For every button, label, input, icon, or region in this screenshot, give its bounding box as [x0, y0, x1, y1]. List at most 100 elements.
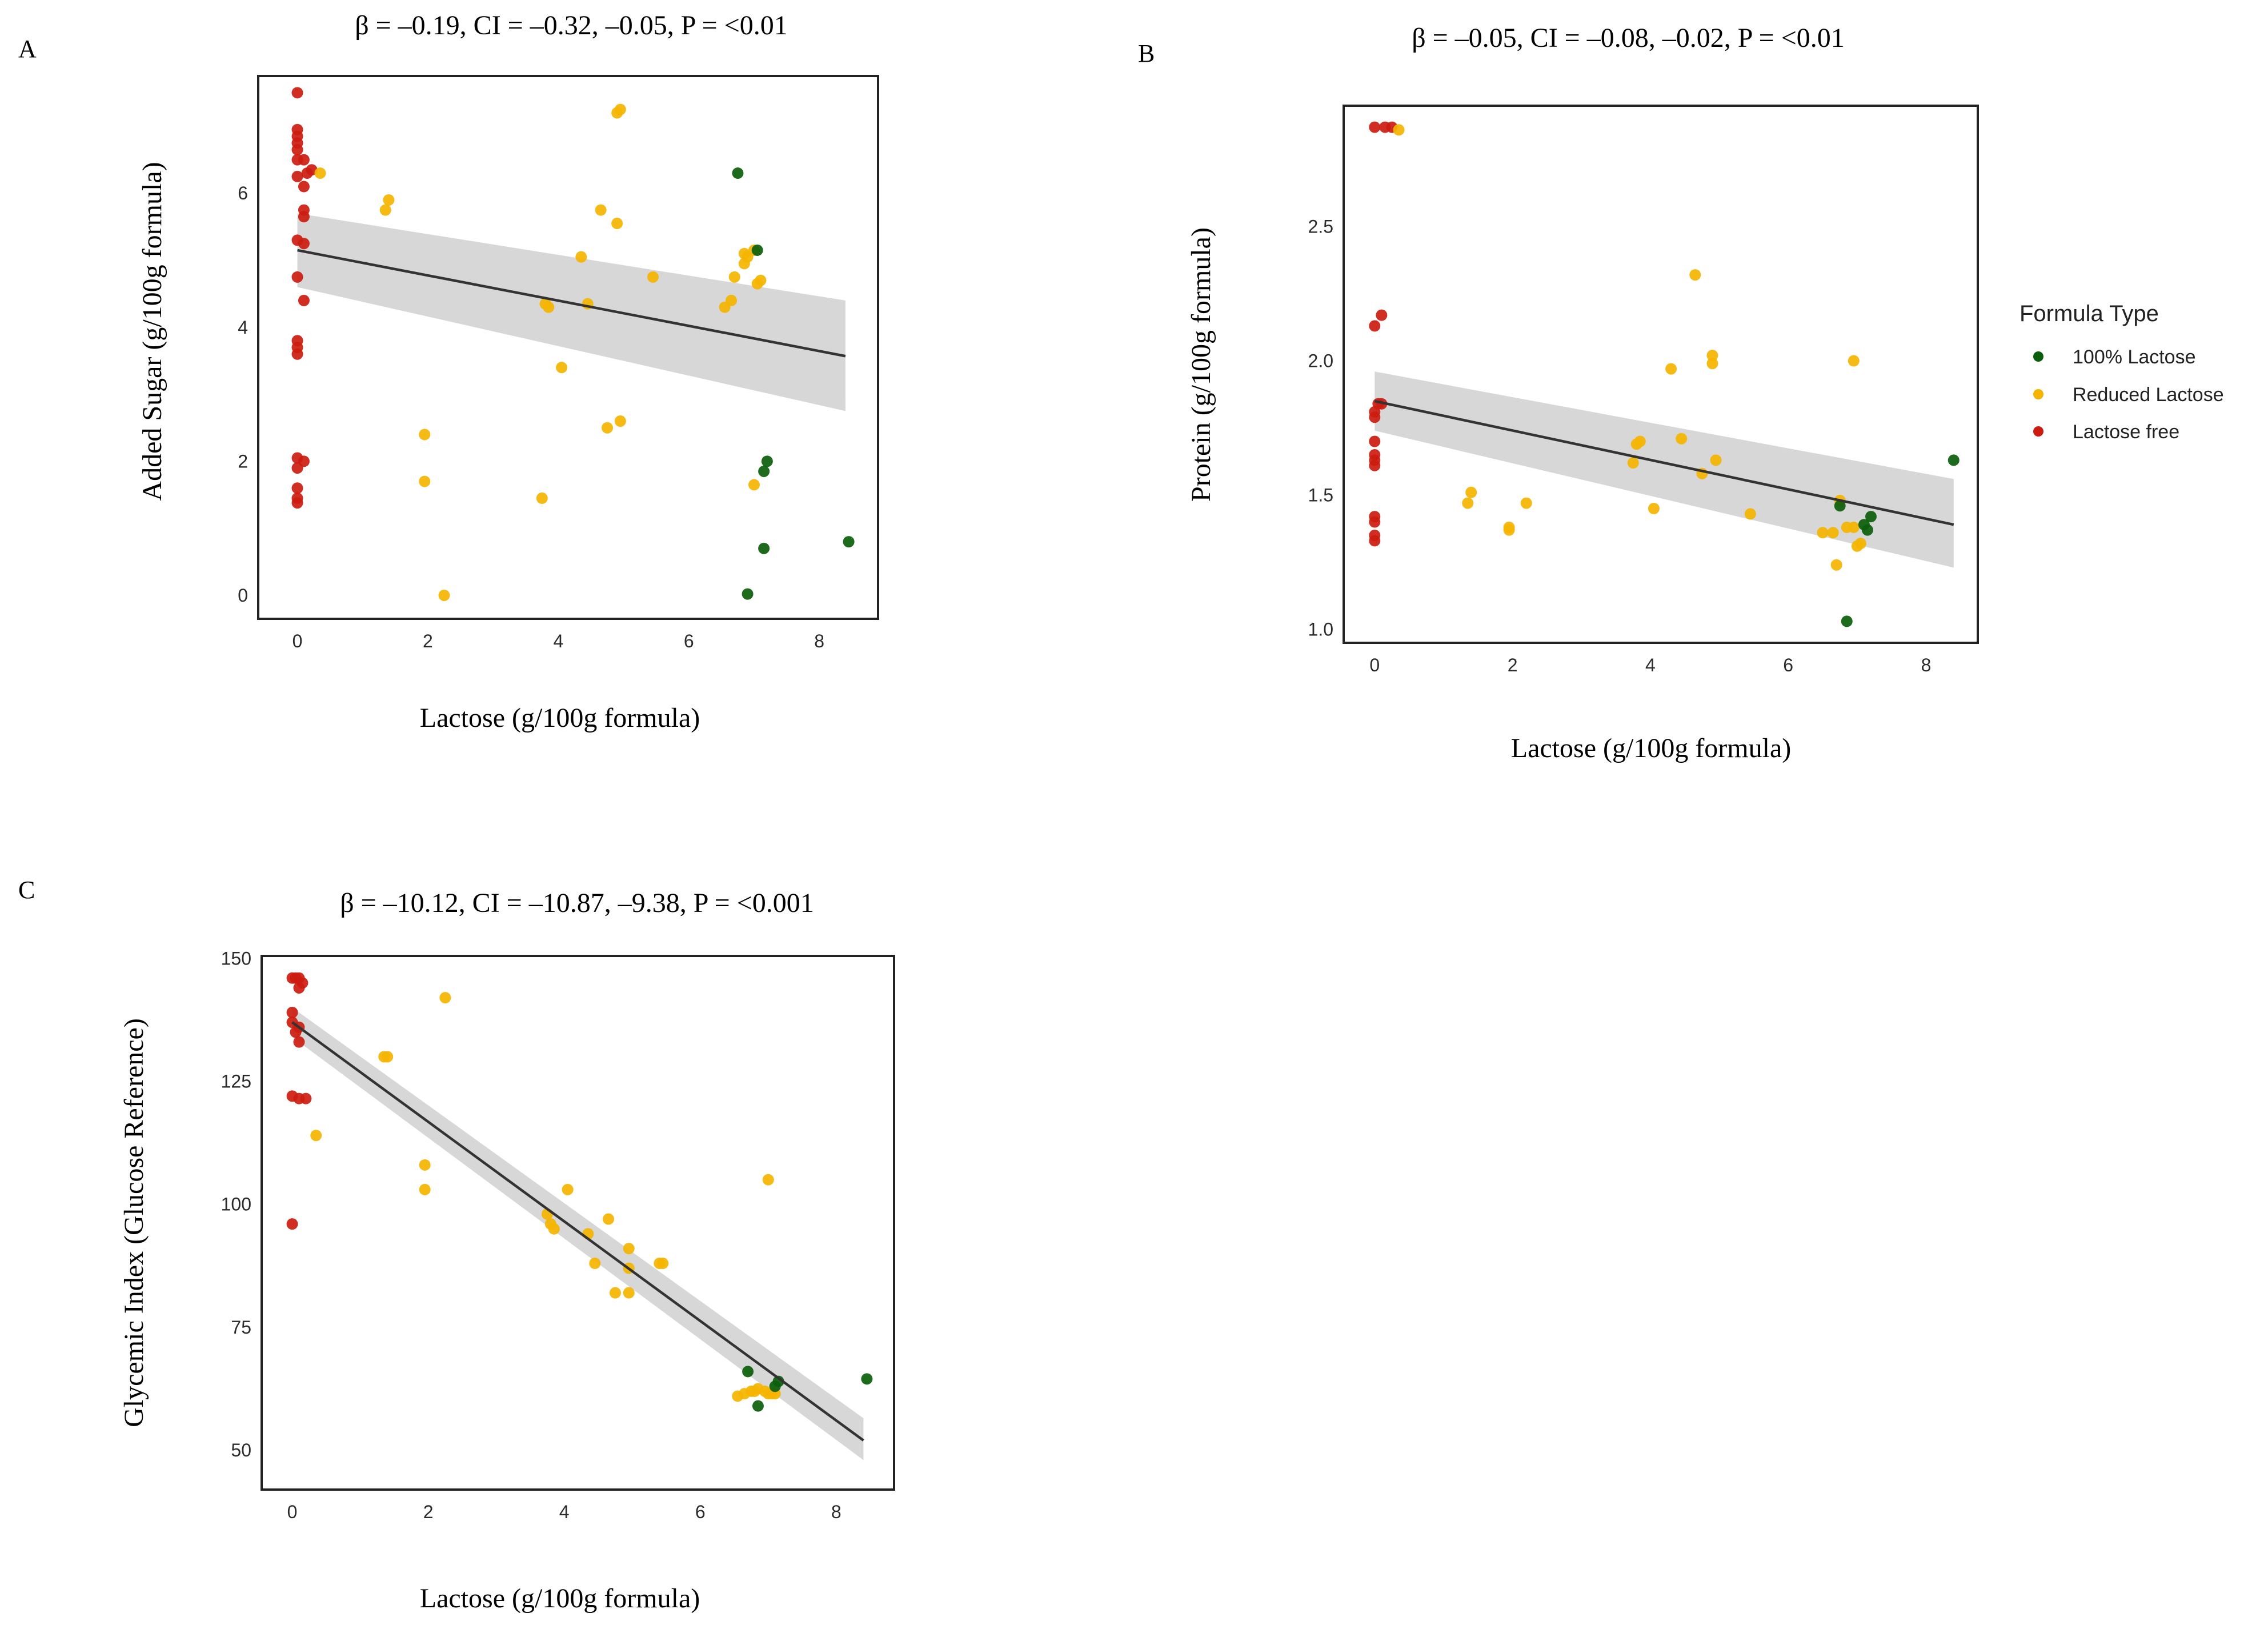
legend-swatch-reduced-lactose	[2033, 389, 2043, 399]
data-point	[1817, 527, 1829, 539]
data-point	[726, 294, 738, 306]
x-tick-label: 4	[559, 1502, 570, 1522]
data-point	[1630, 438, 1642, 450]
x-tick-label: 6	[1783, 655, 1793, 675]
legend-swatch-lactose-free	[2033, 426, 2043, 437]
x-tick-label: 6	[684, 631, 694, 651]
data-point	[1744, 508, 1756, 520]
chart-c-regression-line	[291, 1021, 864, 1442]
x-tick-label: 0	[1369, 655, 1380, 675]
data-point	[609, 1287, 621, 1299]
chart-c-series-lactose-free	[286, 972, 312, 1230]
data-point	[419, 475, 431, 487]
legend-item-lactose-free: Lactose free	[2033, 421, 2179, 443]
x-tick-label: 4	[1645, 655, 1656, 675]
data-point	[1369, 121, 1381, 133]
data-point	[1710, 454, 1722, 466]
data-point	[589, 1258, 601, 1270]
x-tick-label: 2	[423, 1502, 434, 1522]
data-point	[742, 1366, 754, 1378]
data-point	[419, 1183, 431, 1195]
data-point	[291, 497, 303, 509]
x-tick-label: 2	[423, 631, 433, 651]
data-point	[291, 144, 303, 156]
data-point	[1369, 535, 1381, 547]
chart-a-title: β = –0.19, CI = –0.32, –0.05, P = <0.01	[355, 10, 788, 41]
data-point	[623, 1287, 635, 1299]
data-point	[1830, 559, 1842, 571]
y-tick-label: 50	[231, 1440, 251, 1460]
data-point	[286, 1218, 298, 1230]
data-point	[742, 588, 754, 600]
data-point	[1948, 454, 1960, 466]
y-tick-label: 100	[221, 1194, 251, 1215]
chart-a-regression-line	[297, 249, 846, 358]
data-point	[1841, 615, 1853, 627]
chart-c-series-reduced-lactose	[310, 992, 781, 1402]
data-point	[623, 1243, 635, 1255]
data-point	[548, 1223, 560, 1235]
data-point	[611, 218, 623, 230]
chart-b-regression-line	[1374, 399, 1954, 526]
y-tick-label: 4	[238, 317, 248, 338]
chart-c-ylabel: Glycemic Index (Glucose Reference)	[119, 1018, 149, 1427]
y-tick-label: 2.5	[1308, 217, 1333, 237]
data-point	[843, 536, 855, 548]
panel-letter-a: A	[18, 35, 37, 63]
data-point	[439, 992, 451, 1004]
data-point	[1627, 457, 1639, 469]
data-point	[382, 1051, 394, 1063]
data-point	[298, 154, 310, 166]
panel-a: A β = –0.19, CI = –0.32, –0.05, P = <0.0…	[18, 10, 879, 733]
data-point	[752, 1400, 764, 1412]
panel-letter-b: B	[1138, 39, 1155, 67]
x-tick-label: 2	[1508, 655, 1518, 675]
data-point	[1369, 320, 1381, 332]
data-point	[291, 271, 303, 283]
x-tick-label: 0	[292, 631, 303, 651]
data-point	[575, 251, 587, 263]
data-point	[314, 167, 326, 179]
data-point	[300, 1092, 312, 1104]
data-point	[1369, 435, 1381, 447]
data-point	[298, 211, 310, 223]
data-point	[1848, 355, 1860, 367]
data-point	[536, 492, 548, 504]
chart-c-frame	[261, 955, 895, 1491]
data-point	[419, 429, 431, 441]
data-point	[728, 271, 740, 283]
x-tick-label: 8	[831, 1502, 842, 1522]
data-point	[1393, 124, 1405, 136]
data-point	[647, 271, 659, 283]
y-tick-label: 0	[238, 585, 248, 606]
data-point	[379, 204, 391, 216]
data-point	[1465, 486, 1477, 498]
chart-b-plot: 0 2 4 6 8 1.0 1.5 2.0 2.5	[1308, 121, 1960, 675]
chart-b-title: β = –0.05, CI = –0.08, –0.02, P = <0.01	[1412, 23, 1845, 53]
data-point	[654, 1258, 666, 1270]
data-point	[755, 274, 767, 286]
data-point	[419, 1159, 431, 1171]
chart-c-series-100-lactose	[742, 1366, 873, 1412]
data-point	[286, 1006, 298, 1018]
data-point	[1520, 497, 1532, 509]
legend-item-100-lactose: 100% Lactose	[2033, 346, 2196, 368]
y-tick-label: 1.5	[1308, 485, 1333, 506]
data-point	[761, 455, 773, 467]
chart-a-series-100-lactose	[732, 167, 855, 600]
data-point	[1706, 350, 1718, 362]
chart-b-series-lactose-free	[1369, 121, 1398, 547]
data-point	[1834, 500, 1846, 512]
data-point	[293, 982, 305, 994]
y-tick-label: 75	[231, 1317, 251, 1338]
data-point	[556, 362, 568, 374]
data-point	[1376, 309, 1388, 321]
data-point	[769, 1380, 781, 1392]
chart-b-ci-band	[1375, 371, 1954, 568]
data-point	[383, 194, 395, 206]
data-point	[543, 301, 555, 313]
data-point	[1706, 358, 1718, 370]
chart-a-plot: 0 2 4 6 8 0 2 4 6	[238, 87, 855, 651]
legend-item-reduced-lactose: Reduced Lactose	[2033, 384, 2224, 406]
data-point	[291, 170, 303, 182]
